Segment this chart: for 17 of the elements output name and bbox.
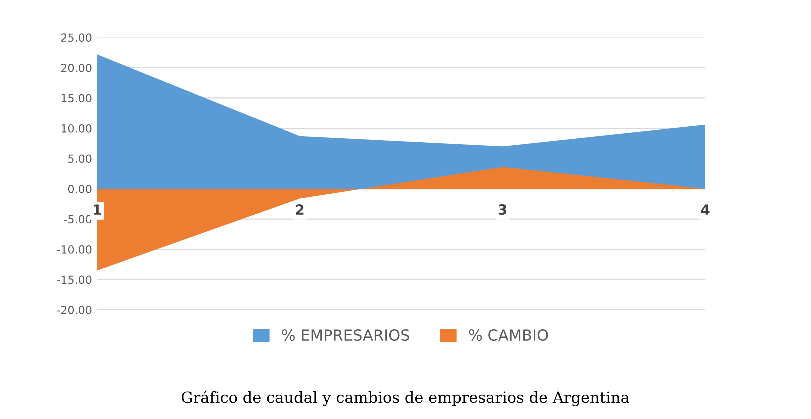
y-tick-label: 15.00 bbox=[62, 94, 92, 103]
text: Gráfico de caudal y cambios de empresarios de Argentina bbox=[182, 390, 630, 406]
y-tick-label: -5.00 bbox=[64, 215, 92, 224]
y-tick-label: 10.00 bbox=[62, 124, 92, 133]
y-tick-label: 0.00 bbox=[68, 184, 92, 194]
y-tick-label: 25.00 bbox=[61, 34, 92, 42]
y-tick-label: 5.00 bbox=[68, 154, 92, 164]
y-tick-label: -10.00 bbox=[57, 246, 92, 254]
legend-label: % EMPRESARIOS bbox=[282, 330, 410, 342]
y-tick-label: 20.00 bbox=[61, 64, 92, 72]
x-tick-label: 4 bbox=[701, 204, 710, 215]
y-tick-label: -15.00 bbox=[57, 276, 92, 284]
y-tick-label: -20.00 bbox=[57, 306, 92, 314]
x-tick-label: 1 bbox=[94, 204, 102, 215]
x-tick-label: 2 bbox=[296, 204, 304, 215]
x-tick-label: 3 bbox=[498, 204, 507, 216]
legend-label: % CAMBIO bbox=[469, 330, 548, 342]
